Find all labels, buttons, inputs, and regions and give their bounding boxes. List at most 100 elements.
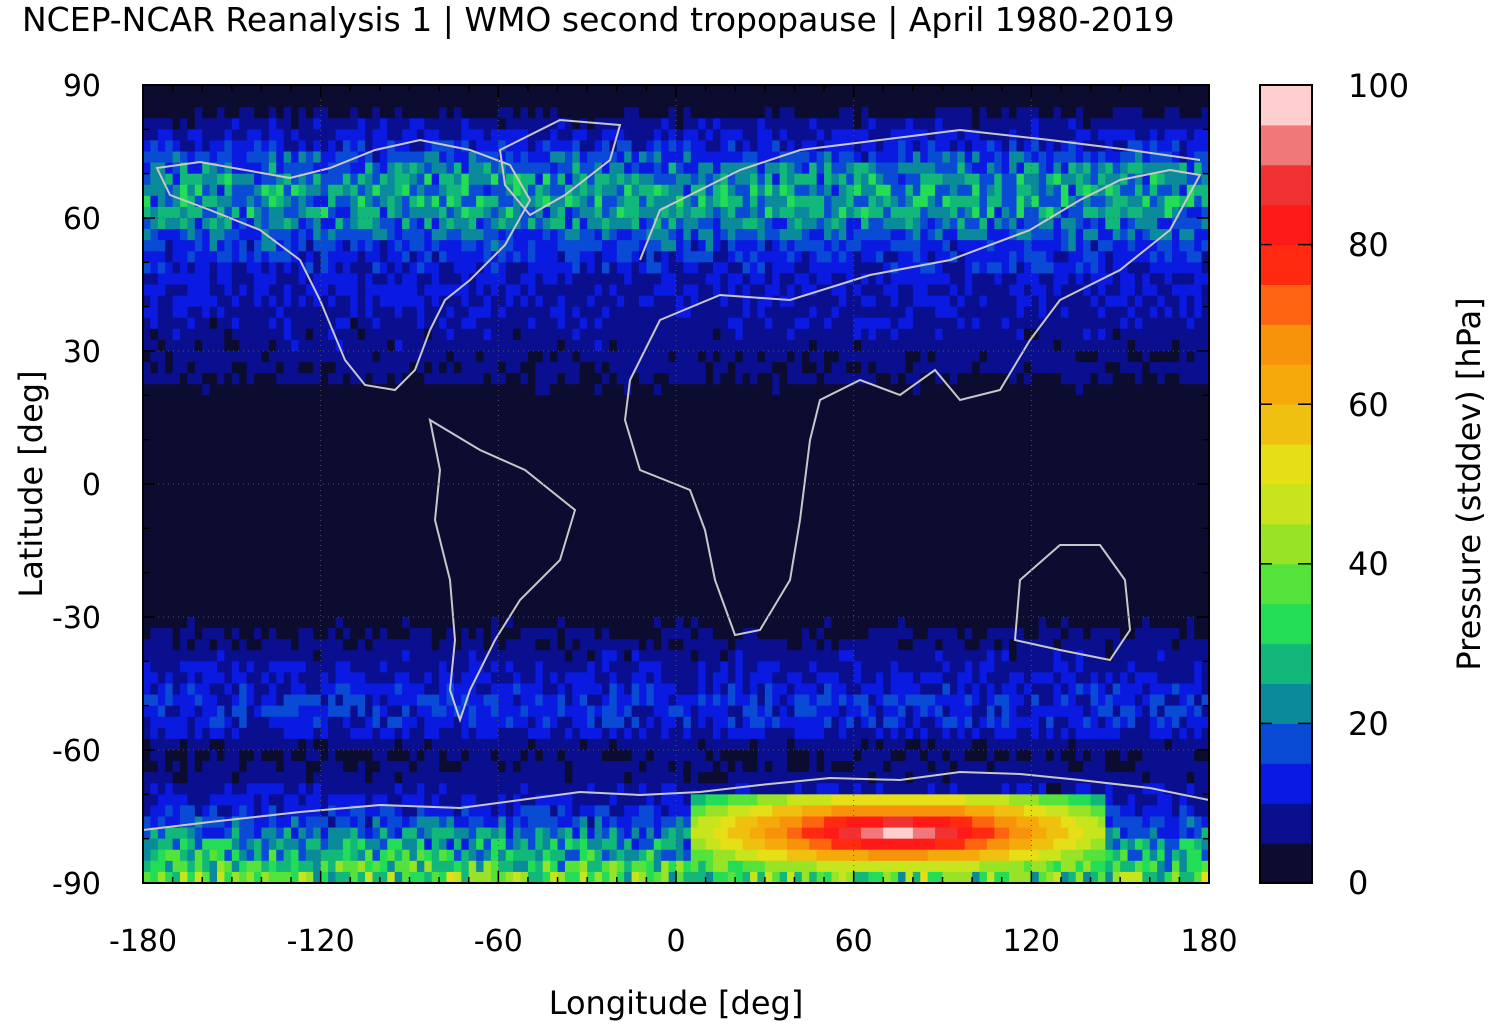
heatmap-cell [453,362,462,374]
heatmap-cell [579,151,588,164]
heatmap-cell [505,240,514,252]
heatmap-cell [875,406,884,419]
heatmap-cell [831,428,840,441]
heatmap-cell [557,151,566,164]
heatmap-cell [1090,384,1099,396]
heatmap-cell [964,140,973,153]
heatmap-cell [165,317,174,330]
heatmap-cell [335,184,344,197]
heatmap-cell [676,351,684,363]
heatmap-cell [1164,107,1173,119]
heatmap-cell [483,373,492,385]
heatmap-cell [1127,295,1136,308]
heatmap-cell [402,284,411,297]
heatmap-cell [920,362,929,374]
heatmap-cell [557,273,566,286]
heatmap-cell [838,184,847,197]
heatmap-cell [320,229,329,241]
heatmap-cell [727,140,736,153]
heatmap-cell [564,184,573,197]
heatmap-cell [231,339,240,352]
heatmap-cell [601,384,610,396]
heatmap-cell [387,218,396,230]
heatmap-cell [557,173,566,186]
heatmap-cell [357,317,366,330]
heatmap-cell [883,229,892,241]
heatmap-cell [483,218,492,230]
heatmap-cell [705,295,714,308]
heatmap-cell [268,107,277,119]
heatmap-cell [350,251,359,263]
heatmap-cell [1038,395,1047,408]
heatmap-cell [402,328,411,341]
heatmap-cell [209,118,218,130]
heatmap-cell [416,317,425,330]
heatmap-cell [372,439,381,452]
heatmap-cell [379,339,388,352]
heatmap-cell [468,450,477,463]
heatmap-cell [1068,206,1077,219]
heatmap-cell [735,251,744,263]
heatmap-cell [305,107,314,119]
heatmap-cell [276,306,285,319]
heatmap-cell [853,461,862,474]
heatmap-cell [468,339,477,352]
heatmap-cell [875,140,884,153]
heatmap-cell [831,439,840,452]
heatmap-cell [1060,417,1069,430]
heatmap-cell [224,151,233,164]
heatmap-cell [1046,118,1055,130]
heatmap-cell [143,206,151,219]
heatmap-cell [1186,107,1195,119]
heatmap-cell [794,295,803,308]
heatmap-cell [994,240,1003,252]
heatmap-cell [779,195,788,208]
heatmap-cell [513,151,522,164]
heatmap-cell [150,273,159,286]
heatmap-cell [461,85,470,97]
heatmap-cell [646,306,655,319]
heatmap-cell [579,195,588,208]
heatmap-cell [646,406,655,419]
heatmap-cell [328,273,337,286]
heatmap-cell [883,240,892,252]
heatmap-cell [727,240,736,252]
heatmap-cell [320,184,329,197]
heatmap-cell [979,428,988,441]
heatmap-cell [838,162,847,175]
heatmap-cell [1171,362,1180,374]
heatmap-cell [165,262,174,275]
heatmap-cell [772,118,781,130]
heatmap-cell [727,184,736,197]
heatmap-cell [1157,184,1166,197]
heatmap-cell [305,317,314,330]
heatmap-cell [328,384,337,396]
heatmap-cell [883,417,892,430]
heatmap-cell [476,129,485,142]
heatmap-cell [579,439,588,452]
heatmap-cell [305,461,314,474]
heatmap-cell [927,96,936,108]
heatmap-cell [224,162,233,175]
heatmap-cell [283,229,292,241]
heatmap-cell [735,85,744,97]
heatmap-cell [268,395,277,408]
heatmap-cell [742,206,751,219]
heatmap-cell [846,273,855,286]
heatmap-cell [542,461,551,474]
heatmap-cell [564,151,573,164]
heatmap-cell [379,107,388,119]
heatmap-cell [772,450,781,463]
heatmap-cell [994,218,1003,230]
heatmap-cell [883,428,892,441]
heatmap-cell [875,206,884,219]
heatmap-cell [883,306,892,319]
heatmap-cell [653,395,662,408]
heatmap-cell [431,328,440,341]
heatmap-cell [365,240,374,252]
heatmap-cell [616,107,625,119]
heatmap-cell [239,351,248,363]
heatmap-cell [357,85,366,97]
heatmap-cell [624,151,633,164]
heatmap-cell [757,262,766,275]
